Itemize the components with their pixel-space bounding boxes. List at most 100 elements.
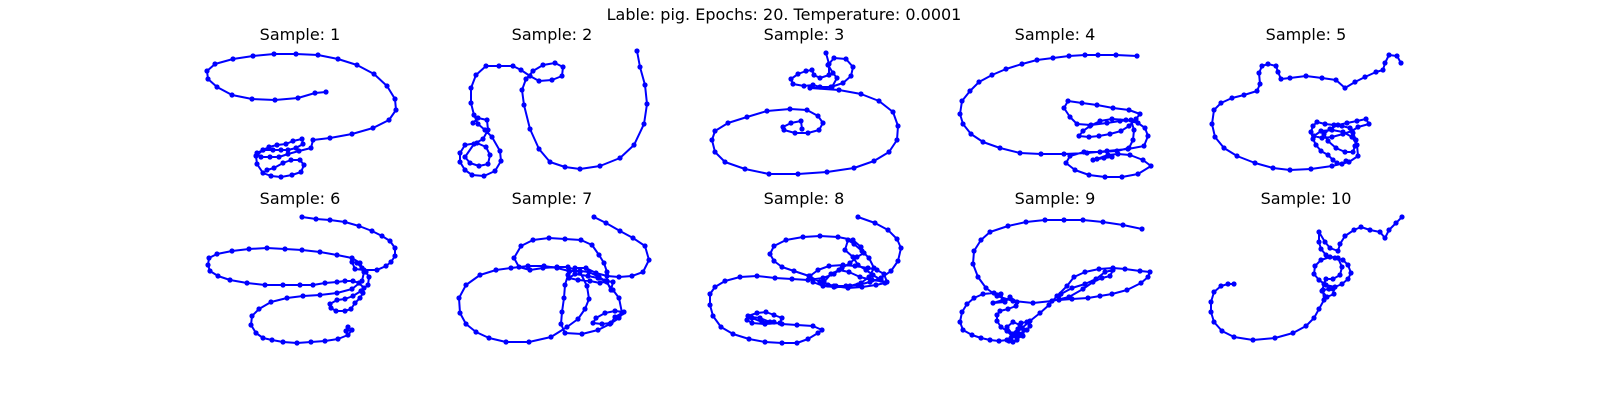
sample-3-point-34 [824,169,830,175]
sample-5-point-58 [1350,149,1356,155]
sample-5-point-59 [1352,143,1358,149]
sample-6-point-64 [317,292,323,298]
sample-10-point-1 [1399,214,1405,220]
sample-4-point-54 [1131,127,1137,133]
sample-1-point-39 [300,141,306,147]
sample-5-point-19 [1256,70,1262,76]
sample-2-point-13 [527,126,533,132]
sample-panels: Sample: 1 Sample: 2 Sample: 3 Sample: 4 Samp… [204,25,1405,346]
sample-5-point-53 [1327,126,1333,132]
sample-9-point-36 [1138,280,1144,286]
sample-8-point-46 [882,280,888,286]
sample-2-point-28 [483,63,489,69]
sample-8-point-36 [866,255,872,261]
figure-title: Lable: pig. Epochs: 20. Temperature: 0.0… [607,5,962,24]
sample-5-point-68 [1308,129,1314,135]
sample-3-point-17 [850,64,856,70]
sample-7-point-42 [597,280,603,286]
sample-6-point-8 [387,238,393,244]
sample-7-point-12 [583,265,589,271]
sample-2-point-4 [644,101,650,107]
sample-3-point-11 [801,83,807,89]
sample-6-point-10 [392,253,398,259]
sample-5-point-3 [1386,52,1392,58]
sample-10-point-27 [1311,271,1317,277]
sample-4-point-47 [1061,105,1067,111]
sample-title-10: Sample: 10 [1261,189,1352,208]
sample-9-point-20 [1080,286,1086,292]
sample-6-point-11 [388,259,394,265]
sample-6-point-81 [343,328,349,334]
sample-6-point-48 [205,262,211,268]
sample-9-point-10 [978,237,984,243]
sample-9-point-68 [1007,294,1013,300]
sample-2-point-37 [498,158,504,164]
sample-4-point-17 [980,139,986,145]
sample-7-point-59 [457,310,463,316]
sample-panel-10: Sample: 10 [1208,189,1405,343]
sample-9-point-8 [1005,223,1011,229]
sample-7-point-45 [608,287,614,293]
sample-10-point-43 [1321,297,1327,303]
sample-8-point-81 [730,331,736,337]
sample-2-point-23 [536,78,542,84]
sample-6-point-80 [349,327,355,333]
sample-9-point-35 [1124,287,1130,293]
sample-9-point-14 [983,285,989,291]
sample-8-point-1 [855,214,861,220]
sample-9-point-13 [975,274,981,280]
sample-7-point-75 [527,267,533,273]
sample-4-point-53 [1128,117,1134,123]
sample-7-point-76 [516,264,522,270]
sample-2-point-26 [510,63,516,69]
sample-7-point-71 [577,269,583,275]
sample-9-point-87 [1024,319,1030,325]
sample-4-point-45 [1079,100,1085,106]
sample-3-point-51 [792,130,798,136]
sample-1-point-21 [393,107,399,113]
sample-9-point-94 [1014,337,1020,343]
sample-1-point-29 [285,151,291,157]
sample-5-point-73 [1330,157,1336,163]
sample-6-point-39 [322,280,328,286]
sample-10-point-57 [1225,281,1231,287]
sample-9-point-33 [1097,293,1103,299]
sample-1-point-6 [229,92,235,98]
sample-10-point-11 [1335,248,1341,254]
sample-5-point-12 [1303,73,1309,79]
sample-6-point-40 [310,282,316,288]
sample-5-point-7 [1362,74,1368,80]
sample-3-point-9 [788,76,794,82]
sample-9-point-83 [1004,324,1010,330]
sample-7-point-31 [612,314,618,320]
sample-2-point-57 [470,120,476,126]
sample-7-point-73 [554,264,560,270]
sample-8-point-103 [745,313,751,319]
sample-8-point-4 [894,236,900,242]
sample-3-point-38 [722,159,728,165]
sample-9-point-95 [1019,331,1025,337]
sample-3-point-31 [886,149,892,155]
sample-9-point-60 [964,301,970,307]
sample-8-point-64 [861,250,867,256]
sample-5-point-50 [1354,118,1360,124]
sample-9-point-17 [1030,300,1036,306]
sample-4-point-51 [1104,120,1110,126]
sample-10-point-15 [1316,239,1322,245]
sample-6-point-72 [260,335,266,341]
sample-9-point-4 [1080,217,1086,223]
sample-8-point-85 [794,340,800,346]
sample-8-point-98 [777,320,783,326]
sample-9-point-2 [1120,222,1126,228]
sample-8-point-57 [771,243,777,249]
sample-8-point-62 [850,237,856,243]
sample-1-point-30 [276,154,282,160]
sample-6-point-56 [317,249,323,255]
sample-5-point-26 [1209,121,1215,127]
sample-3-point-36 [766,171,772,177]
sample-10-point-16 [1318,246,1324,252]
sample-7-point-6 [646,257,652,263]
sample-9-point-75 [998,324,1004,330]
sample-3-point-20 [825,62,831,68]
sample-6-point-30 [348,306,354,312]
